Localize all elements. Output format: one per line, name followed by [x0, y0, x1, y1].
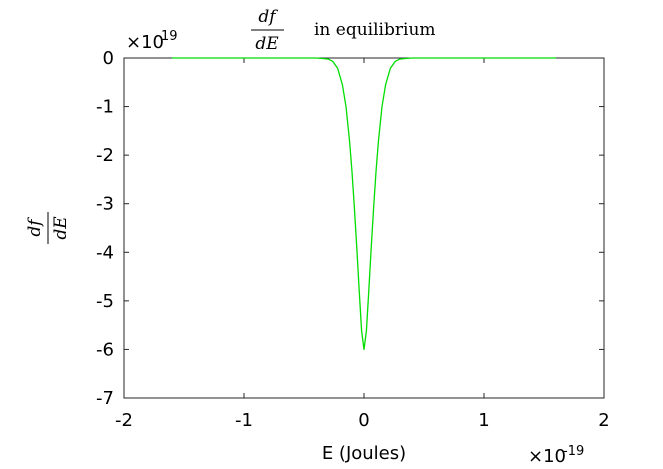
title-suffix: in equilibrium — [314, 20, 436, 40]
y-axis-label: df dE — [25, 212, 71, 244]
series-line — [172, 57, 556, 351]
data-series — [172, 57, 556, 351]
ylabel-denominator: dE — [51, 216, 71, 240]
x-exponent-base: ×10 — [528, 446, 566, 467]
ylabel-numerator: df — [25, 217, 45, 237]
x-tick-labels: -2 -1 0 1 2 — [115, 410, 610, 431]
y-tick-label: -3 — [96, 194, 114, 215]
y-tick-labels: 0 -1 -2 -3 -4 -5 -6 -7 — [96, 48, 114, 409]
x-tick-label: 1 — [478, 410, 489, 431]
chart-title: df dE in equilibrium — [251, 7, 436, 54]
x-exponent-label: ×10 -19 — [528, 444, 584, 467]
y-tick-label: -4 — [96, 242, 114, 263]
y-tick-label: -2 — [96, 145, 114, 166]
y-exponent-power: 19 — [161, 29, 178, 44]
x-tick-label: 2 — [598, 410, 609, 431]
title-numerator: df — [258, 7, 278, 27]
x-exponent-power: -19 — [563, 444, 584, 459]
tick-marks — [123, 57, 605, 399]
x-axis-label: E (Joules) — [322, 443, 406, 464]
x-tick-label: -1 — [235, 410, 253, 431]
y-tick-label: 0 — [103, 48, 114, 69]
x-tick-label: 0 — [358, 410, 369, 431]
y-tick-label: -1 — [96, 97, 114, 118]
x-tick-label: -2 — [115, 410, 133, 431]
y-exponent-label: ×10 19 — [126, 29, 178, 53]
title-denominator: dE — [255, 34, 279, 54]
y-tick-label: -7 — [96, 388, 114, 409]
y-tick-label: -5 — [96, 291, 114, 312]
y-exponent-base: ×10 — [126, 32, 164, 53]
y-tick-label: -6 — [96, 339, 114, 360]
